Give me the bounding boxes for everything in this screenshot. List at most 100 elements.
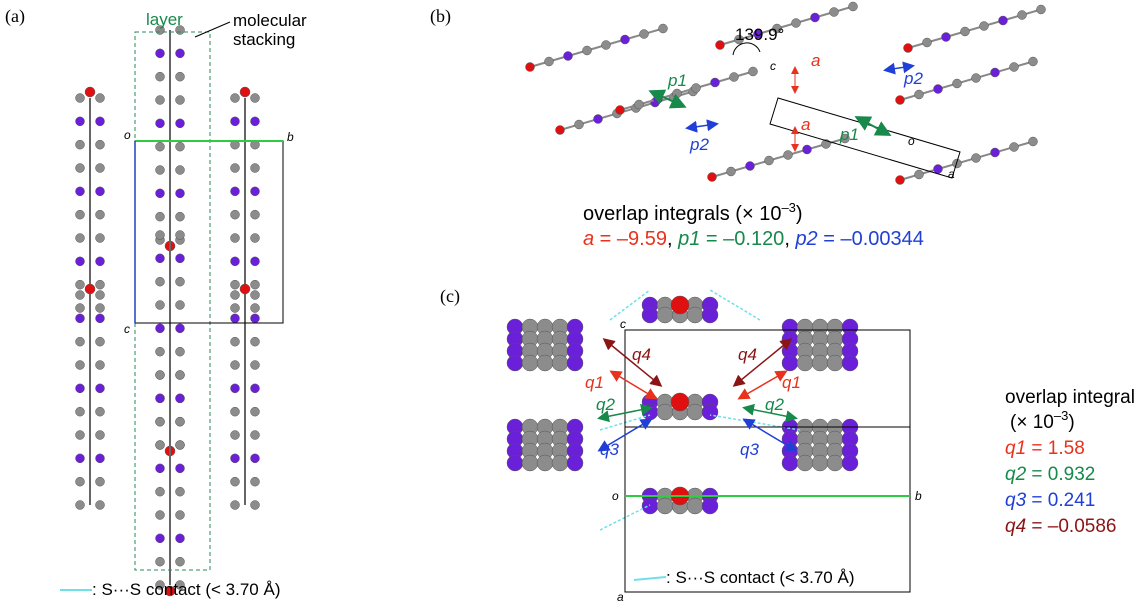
atom [716, 41, 725, 50]
text: = 0.241 [1026, 490, 1095, 511]
atom [545, 57, 554, 66]
atom [176, 72, 185, 81]
atom [96, 314, 105, 323]
overlap-unit: (× 10–3) [1010, 408, 1075, 433]
atom [765, 156, 774, 165]
axis-label: c [770, 59, 776, 73]
atom [156, 166, 165, 175]
atom [251, 384, 260, 393]
atom [251, 164, 260, 173]
atom [96, 291, 105, 300]
atom [251, 210, 260, 219]
axis-label: b [287, 130, 294, 144]
atom [972, 154, 981, 163]
leader [195, 22, 230, 37]
atom [231, 501, 240, 510]
atom [642, 307, 658, 323]
atom [96, 361, 105, 370]
atom [507, 355, 523, 371]
atom [96, 164, 105, 173]
arrow [688, 124, 716, 128]
atom [575, 120, 584, 129]
text: = –0.120 [700, 228, 784, 250]
atom [76, 337, 85, 346]
molecules [76, 2, 1046, 596]
atom [934, 85, 943, 94]
atom [251, 304, 260, 313]
atom [842, 355, 858, 371]
legend-line [634, 577, 666, 580]
legend-text: : S···S contact (< 3.70 Å) [92, 580, 281, 599]
atom [176, 441, 185, 450]
atom [76, 140, 85, 149]
atom [76, 314, 85, 323]
axis-label: a [948, 167, 955, 181]
atom [96, 477, 105, 486]
atom [176, 119, 185, 128]
atom [552, 355, 568, 371]
atom [812, 355, 828, 371]
atom [96, 117, 105, 126]
text: overlap integrals (× 10 [583, 203, 781, 225]
atom [812, 455, 828, 471]
atom [176, 166, 185, 175]
atom [991, 68, 1000, 77]
text: , [667, 228, 678, 250]
panel-label: (c) [440, 286, 460, 307]
atom [602, 41, 611, 50]
label: q4 [738, 345, 757, 364]
atom [657, 404, 673, 420]
atom [657, 498, 673, 514]
text: ) [796, 203, 803, 225]
overlap-item: q4 = –0.0586 [1005, 516, 1116, 537]
atom [640, 30, 649, 39]
atom [76, 431, 85, 440]
atom [156, 49, 165, 58]
angle-label: 139.9° [735, 25, 784, 44]
overlap-title: overlap integrals [1005, 387, 1135, 408]
atom [156, 347, 165, 356]
atom [156, 557, 165, 566]
atom [176, 231, 185, 240]
atom [727, 167, 736, 176]
atom [642, 404, 658, 420]
atom [156, 464, 165, 473]
atom [76, 257, 85, 266]
atom [522, 355, 538, 371]
atom [96, 140, 105, 149]
atom [156, 371, 165, 380]
atom [176, 394, 185, 403]
figure: (a) layer molecular stacking o b c : S··… [0, 0, 1135, 601]
atom [251, 501, 260, 510]
label: q1 [782, 373, 801, 392]
atom [552, 455, 568, 471]
atom [251, 187, 260, 196]
text: = 0.932 [1026, 464, 1095, 485]
atom [692, 84, 701, 93]
atom [231, 291, 240, 300]
atom [953, 79, 962, 88]
atom [96, 384, 105, 393]
atom [240, 284, 250, 294]
layer-label: layer [146, 10, 183, 29]
label-p1: p1 [667, 71, 687, 90]
atom [972, 74, 981, 83]
atom [749, 67, 758, 76]
atom [96, 431, 105, 440]
label-p1: p1 [839, 125, 859, 144]
atom [76, 477, 85, 486]
atom [1010, 63, 1019, 72]
atom [176, 277, 185, 286]
atom [76, 117, 85, 126]
atom [567, 355, 583, 371]
overlap-item: q1 = 1.58 [1005, 438, 1085, 459]
label: q4 [632, 345, 651, 364]
panel-label: (b) [430, 6, 451, 27]
atom [176, 189, 185, 198]
atom [583, 46, 592, 55]
text: –3 [781, 200, 795, 215]
atom [251, 291, 260, 300]
atom [231, 164, 240, 173]
atom [797, 455, 813, 471]
axis-label: o [124, 128, 131, 142]
